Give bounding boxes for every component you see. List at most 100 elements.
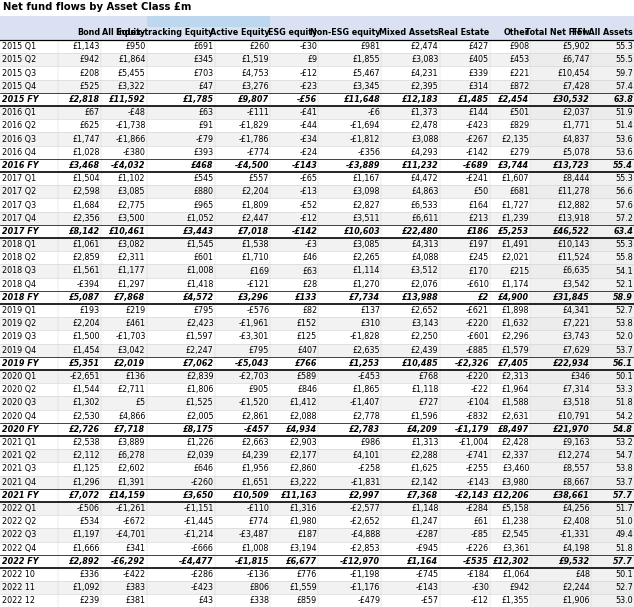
Text: 54.8: 54.8 — [613, 425, 633, 434]
Bar — [591, 357, 634, 370]
Text: -£394: -£394 — [77, 280, 100, 289]
Text: -£1,261: -£1,261 — [115, 504, 145, 513]
Text: -£1,961: -£1,961 — [239, 319, 269, 328]
Text: £197: £197 — [469, 240, 489, 249]
Text: £221: £221 — [509, 69, 529, 78]
Text: 56.6: 56.6 — [616, 188, 633, 196]
Text: £219: £219 — [126, 306, 145, 315]
Text: £1,500: £1,500 — [72, 333, 100, 342]
Text: -£241: -£241 — [466, 174, 489, 183]
Text: -£142: -£142 — [466, 148, 489, 157]
Text: £345: £345 — [193, 55, 214, 64]
Text: 51.0: 51.0 — [616, 517, 633, 526]
Bar — [0, 66, 634, 80]
Text: -£220: -£220 — [466, 372, 489, 381]
Text: £346: £346 — [570, 372, 590, 381]
Text: £2,663: £2,663 — [242, 438, 269, 447]
Bar — [531, 317, 591, 330]
Text: 50.1: 50.1 — [616, 570, 633, 579]
Bar — [531, 344, 591, 357]
Text: £1,504: £1,504 — [72, 174, 100, 183]
Text: £2,631: £2,631 — [502, 412, 529, 421]
Text: 2015 Q3: 2015 Q3 — [2, 69, 36, 78]
Text: £2: £2 — [478, 293, 489, 302]
Bar — [531, 212, 591, 225]
Bar — [0, 132, 634, 146]
Text: 51.9: 51.9 — [615, 108, 633, 117]
Text: £5,351: £5,351 — [69, 359, 100, 368]
Text: £4,198: £4,198 — [562, 544, 590, 553]
Bar — [591, 238, 634, 251]
Text: -£1,815: -£1,815 — [235, 557, 269, 566]
Text: 2020 Q3: 2020 Q3 — [2, 399, 36, 407]
Text: -£111: -£111 — [247, 108, 269, 117]
Text: £14,159: £14,159 — [109, 491, 145, 500]
Text: £7,221: £7,221 — [562, 319, 590, 328]
Text: 2022 Q1: 2022 Q1 — [2, 504, 36, 513]
Text: £4,837: £4,837 — [562, 135, 590, 143]
Text: 2021 Q4: 2021 Q4 — [2, 478, 36, 487]
Text: £2,439: £2,439 — [411, 346, 439, 354]
Text: -£142: -£142 — [292, 227, 317, 236]
Text: £63: £63 — [302, 266, 317, 276]
Text: £383: £383 — [126, 583, 145, 592]
Text: £806: £806 — [249, 583, 269, 592]
Text: 2017 Q3: 2017 Q3 — [2, 200, 36, 209]
Text: FFI All Assets: FFI All Assets — [573, 28, 633, 37]
Bar — [0, 225, 634, 238]
Text: £1,579: £1,579 — [501, 346, 529, 354]
Text: £1,906: £1,906 — [562, 597, 590, 606]
Text: -£143: -£143 — [292, 161, 317, 170]
Text: -£3: -£3 — [304, 240, 317, 249]
Text: £8,142: £8,142 — [69, 227, 100, 236]
Bar — [531, 93, 591, 106]
Text: -£1,703: -£1,703 — [115, 333, 145, 342]
Text: -£4,701: -£4,701 — [115, 531, 145, 540]
Text: £4,209: £4,209 — [408, 425, 439, 434]
Text: 2018 FY: 2018 FY — [2, 293, 39, 302]
Text: £1,855: £1,855 — [353, 55, 380, 64]
Text: £3,743: £3,743 — [562, 333, 590, 342]
Text: 2022 Q2: 2022 Q2 — [2, 517, 36, 526]
Text: £880: £880 — [194, 188, 214, 196]
Text: -£3,301: -£3,301 — [239, 333, 269, 342]
Text: £766: £766 — [295, 359, 317, 368]
Text: £8,557: £8,557 — [562, 464, 590, 473]
Text: £942: £942 — [509, 583, 529, 592]
Text: £6,635: £6,635 — [562, 266, 590, 276]
Text: 2015 Q4: 2015 Q4 — [2, 82, 36, 90]
Text: £3,322: £3,322 — [118, 82, 145, 90]
Text: £3,042: £3,042 — [118, 346, 145, 354]
Bar — [531, 529, 591, 541]
Text: £125: £125 — [297, 333, 317, 342]
Text: £1,809: £1,809 — [242, 200, 269, 209]
Text: £981: £981 — [360, 42, 380, 51]
Text: 53.6: 53.6 — [616, 135, 633, 143]
Bar — [531, 53, 591, 66]
Text: 54.7: 54.7 — [615, 451, 633, 460]
Text: -£143: -£143 — [416, 583, 439, 592]
Bar — [0, 357, 634, 370]
Bar — [591, 317, 634, 330]
Bar — [0, 383, 634, 396]
Text: -£1,407: -£1,407 — [350, 399, 380, 407]
Bar — [0, 436, 634, 449]
Text: -£4,032: -£4,032 — [111, 161, 145, 170]
Text: £12,274: £12,274 — [557, 451, 590, 460]
Bar — [591, 515, 634, 529]
Text: £8,175: £8,175 — [183, 425, 214, 434]
Text: 2019 Q1: 2019 Q1 — [2, 306, 36, 315]
Bar — [0, 291, 634, 304]
Text: -£287: -£287 — [415, 531, 439, 540]
Text: £12,183: £12,183 — [402, 95, 439, 104]
Text: 2021 Q3: 2021 Q3 — [2, 464, 36, 473]
Text: £8,444: £8,444 — [563, 174, 590, 183]
Text: 2022 Q3: 2022 Q3 — [2, 531, 36, 540]
Text: -£423: -£423 — [466, 121, 489, 131]
Text: £908: £908 — [509, 42, 529, 51]
Text: £557: £557 — [249, 174, 269, 183]
Text: -£741: -£741 — [466, 451, 489, 460]
Text: 53.7: 53.7 — [615, 346, 633, 354]
Bar — [0, 251, 634, 265]
Text: 2016 Q1: 2016 Q1 — [2, 108, 36, 117]
